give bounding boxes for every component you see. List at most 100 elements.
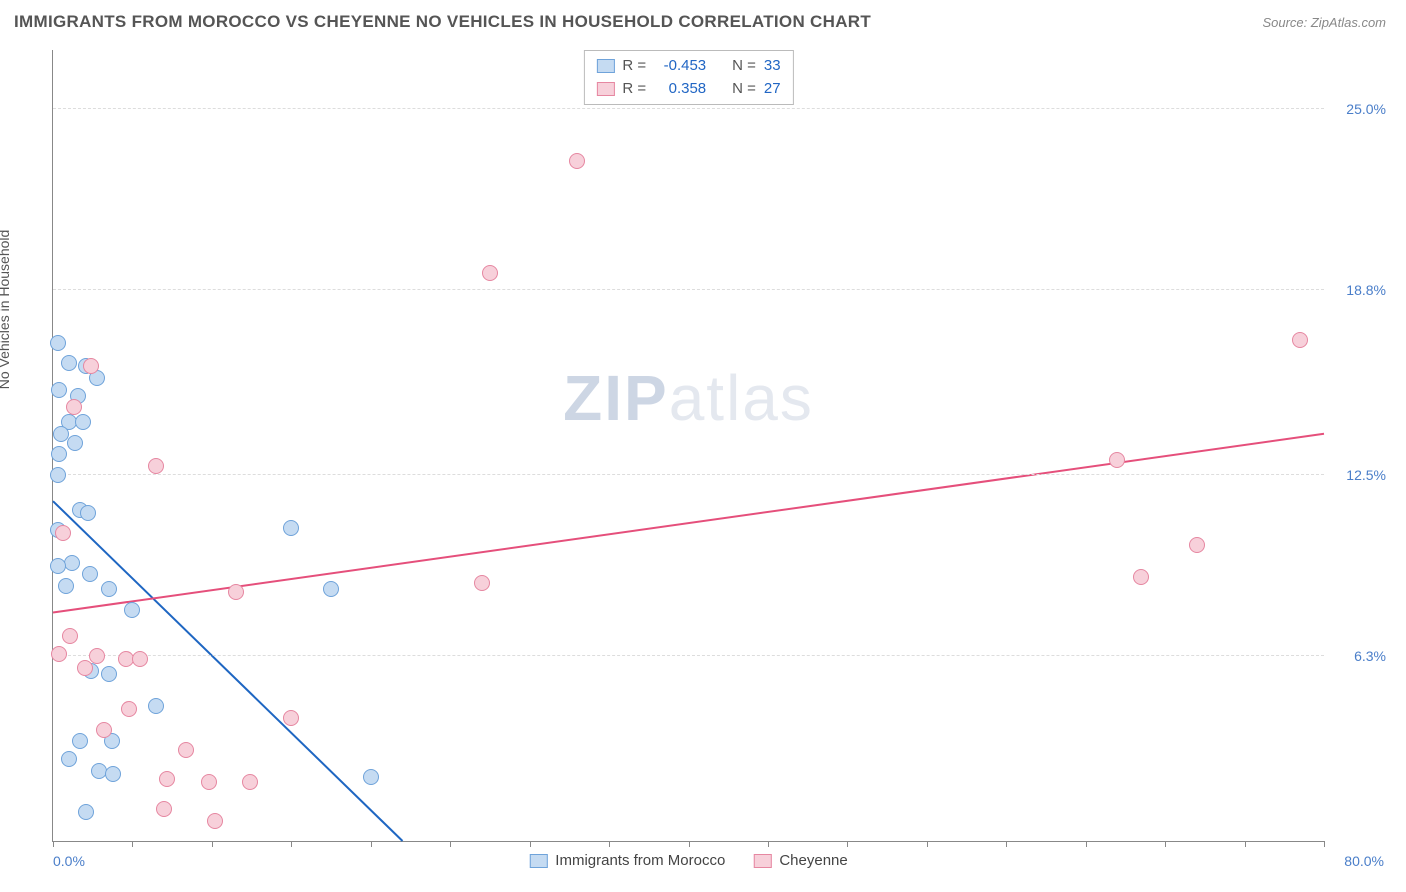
data-point	[61, 751, 77, 767]
legend-correlation-row: R = -0.453 N = 33	[596, 55, 780, 78]
data-point	[201, 774, 217, 790]
data-point	[178, 742, 194, 758]
x-tick-mark	[1324, 841, 1325, 847]
legend-series-item: Cheyenne	[753, 852, 847, 869]
data-point	[67, 435, 83, 451]
n-value: 27	[764, 78, 781, 101]
gridline-h	[53, 474, 1324, 475]
data-point	[283, 710, 299, 726]
y-tick-label: 12.5%	[1330, 467, 1386, 483]
data-point	[58, 578, 74, 594]
legend-series: Immigrants from Morocco Cheyenne	[529, 852, 847, 869]
x-tick-mark	[768, 841, 769, 847]
legend-swatch	[753, 854, 771, 868]
plot-area: ZIPatlas R =-0.453N =33R = 0.358N =27 0.…	[52, 50, 1324, 842]
data-point	[96, 722, 112, 738]
gridline-h	[53, 289, 1324, 290]
data-point	[482, 265, 498, 281]
legend-series-label: Cheyenne	[779, 852, 847, 869]
data-point	[323, 581, 339, 597]
n-value: 33	[764, 55, 781, 78]
gridline-h	[53, 655, 1324, 656]
x-tick-mark	[689, 841, 690, 847]
y-axis-label: No Vehicles in Household	[0, 230, 12, 390]
data-point	[75, 414, 91, 430]
data-point	[77, 660, 93, 676]
legend-series-item: Immigrants from Morocco	[529, 852, 725, 869]
x-tick-mark	[212, 841, 213, 847]
n-label: N =	[732, 55, 756, 78]
x-axis-max-label: 80.0%	[1344, 853, 1384, 869]
data-point	[50, 335, 66, 351]
data-point	[62, 628, 78, 644]
y-tick-label: 6.3%	[1330, 648, 1386, 664]
data-point	[53, 426, 69, 442]
data-point	[80, 505, 96, 521]
data-point	[148, 698, 164, 714]
x-tick-mark	[530, 841, 531, 847]
trend-lines	[53, 50, 1324, 841]
data-point	[1189, 537, 1205, 553]
x-tick-mark	[371, 841, 372, 847]
data-point	[66, 399, 82, 415]
x-tick-mark	[1006, 841, 1007, 847]
data-point	[156, 801, 172, 817]
chart-title: IMMIGRANTS FROM MOROCCO VS CHEYENNE NO V…	[14, 12, 871, 32]
data-point	[83, 358, 99, 374]
r-value: 0.358	[654, 78, 706, 101]
legend-correlation: R = -0.453 N = 33 R = 0.358 N = 27	[583, 50, 793, 105]
legend-series-label: Immigrants from Morocco	[555, 852, 725, 869]
y-tick-label: 18.8%	[1330, 282, 1386, 298]
gridline-h	[53, 108, 1324, 109]
data-point	[61, 355, 77, 371]
data-point	[51, 446, 67, 462]
legend-correlation-row: R = 0.358 N = 27	[596, 78, 780, 101]
x-tick-mark	[1245, 841, 1246, 847]
data-point	[51, 646, 67, 662]
n-label: N =	[732, 78, 756, 101]
x-tick-mark	[1165, 841, 1166, 847]
data-point	[363, 769, 379, 785]
data-point	[50, 558, 66, 574]
source-label: Source: ZipAtlas.com	[1262, 15, 1386, 30]
r-label: R =	[622, 78, 646, 101]
data-point	[1292, 332, 1308, 348]
data-point	[569, 153, 585, 169]
data-point	[207, 813, 223, 829]
data-point	[1109, 452, 1125, 468]
legend-swatch	[529, 854, 547, 868]
data-point	[132, 651, 148, 667]
chart-container: No Vehicles in Household ZIPatlas R =-0.…	[14, 40, 1392, 882]
r-value: -0.453	[654, 55, 706, 78]
x-tick-mark	[450, 841, 451, 847]
data-point	[242, 774, 258, 790]
x-tick-mark	[132, 841, 133, 847]
x-axis-min-label: 0.0%	[53, 853, 85, 869]
data-point	[51, 382, 67, 398]
data-point	[228, 584, 244, 600]
data-point	[159, 771, 175, 787]
header: IMMIGRANTS FROM MOROCCO VS CHEYENNE NO V…	[0, 0, 1406, 38]
data-point	[55, 525, 71, 541]
x-tick-mark	[291, 841, 292, 847]
data-point	[474, 575, 490, 591]
x-tick-mark	[847, 841, 848, 847]
x-tick-mark	[53, 841, 54, 847]
data-point	[148, 458, 164, 474]
legend-swatch	[596, 82, 614, 96]
x-tick-mark	[927, 841, 928, 847]
data-point	[283, 520, 299, 536]
data-point	[64, 555, 80, 571]
data-point	[101, 581, 117, 597]
data-point	[124, 602, 140, 618]
r-label: R =	[622, 55, 646, 78]
trend-line	[53, 434, 1324, 613]
y-tick-label: 25.0%	[1330, 101, 1386, 117]
data-point	[101, 666, 117, 682]
data-point	[82, 566, 98, 582]
x-tick-mark	[609, 841, 610, 847]
data-point	[72, 733, 88, 749]
data-point	[89, 648, 105, 664]
x-tick-mark	[1086, 841, 1087, 847]
data-point	[1133, 569, 1149, 585]
